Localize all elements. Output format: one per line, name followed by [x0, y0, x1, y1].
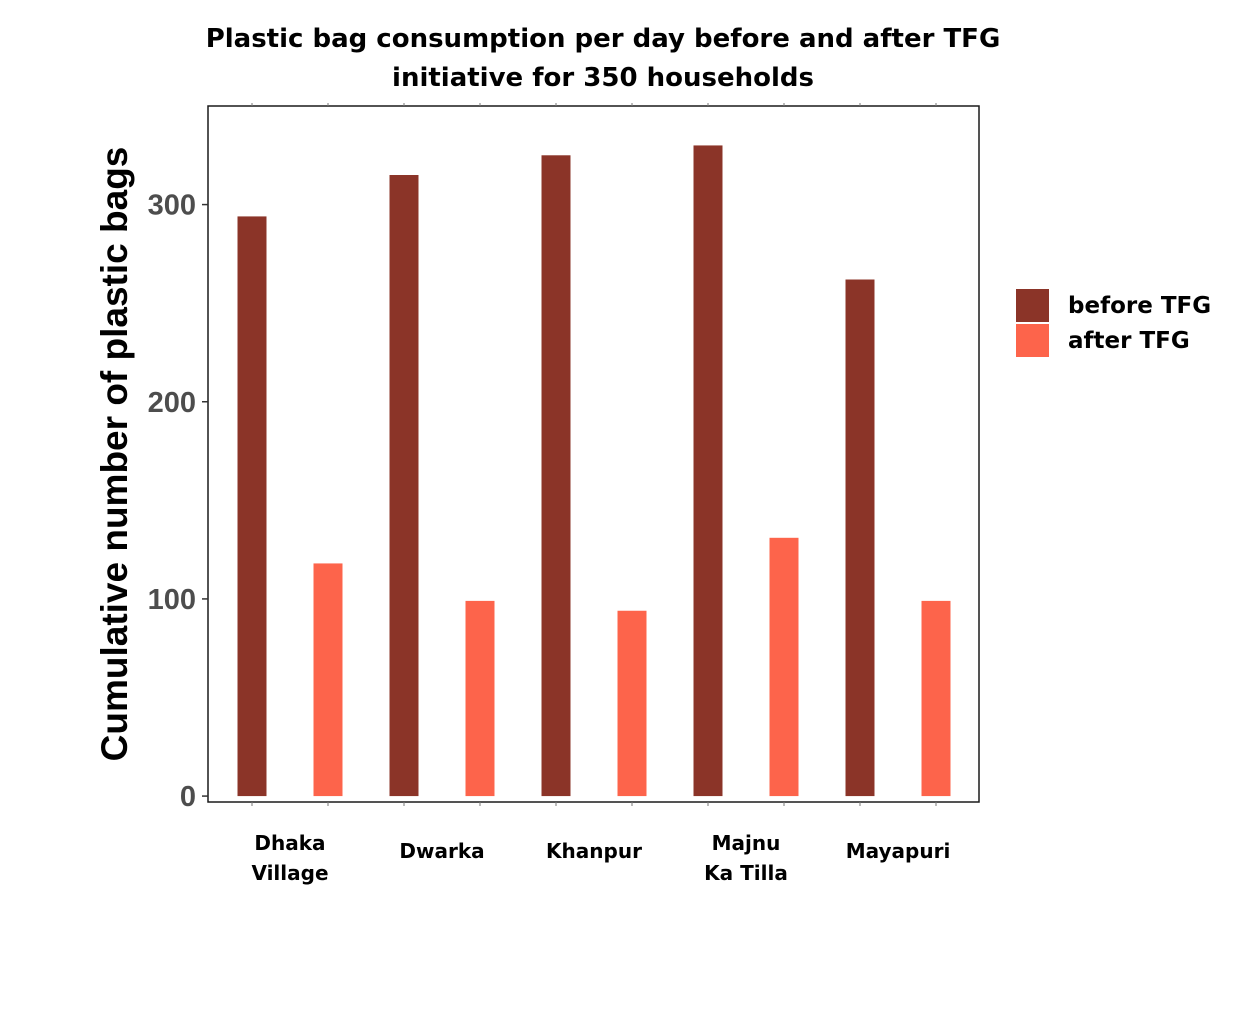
y-tick-label: 100 [148, 584, 196, 616]
bar-after-4 [921, 600, 951, 797]
bar-before-1 [389, 175, 419, 797]
chart-title: Plastic bag consumption per day before a… [206, 24, 1001, 93]
x-category-label: Dwarka [399, 839, 484, 863]
bar-before-4 [845, 279, 875, 797]
x-category-label: Khanpur [546, 839, 642, 863]
bar-before-3 [693, 145, 723, 797]
y-tick-label: 300 [148, 190, 196, 222]
chart-title-line-2: initiative for 350 households [392, 63, 814, 93]
chart-title-line-1: Plastic bag consumption per day before a… [206, 24, 1001, 54]
legend: before TFG after TFG [1016, 289, 1211, 357]
y-axis-label: Cumulative number of plastic bags [94, 147, 135, 762]
y-tick-label: 200 [148, 387, 196, 419]
plot-area: 0 100 200 300 Dhaka Village Dwarka Khanpur Majnu… [148, 103, 980, 885]
bar-after-2 [617, 610, 647, 797]
legend-swatch [1016, 289, 1049, 322]
x-category-label: Majnu Ka Tilla [704, 831, 788, 885]
bar-after-1 [465, 600, 495, 797]
legend-label: after TFG [1068, 328, 1190, 354]
x-category-label: Mayapuri [846, 839, 951, 863]
bar-after-0 [313, 563, 343, 797]
legend-label: before TFG [1068, 293, 1211, 319]
bar-before-0 [237, 216, 267, 797]
plot-border [207, 105, 980, 803]
x-category-label: Dhaka Village [251, 831, 328, 885]
bar-before-2 [541, 155, 571, 797]
legend-swatch [1016, 324, 1049, 357]
bar-after-3 [769, 537, 799, 797]
y-tick-label: 0 [180, 781, 196, 813]
